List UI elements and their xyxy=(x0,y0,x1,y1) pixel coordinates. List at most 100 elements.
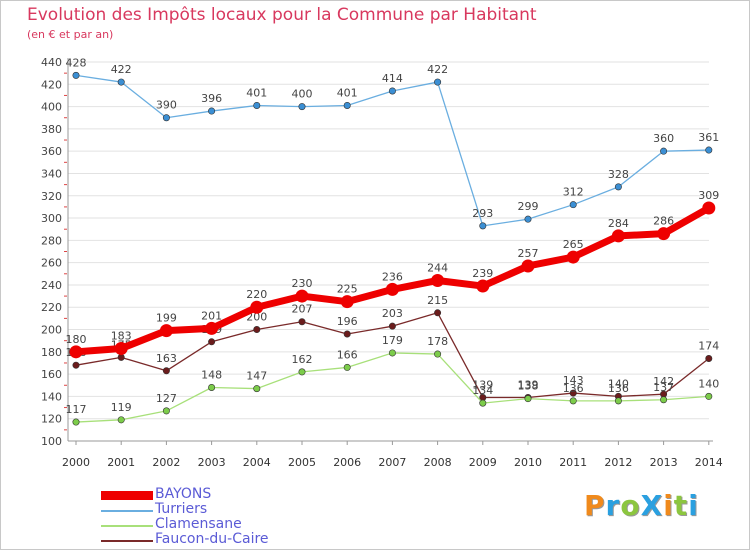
data-label: 239 xyxy=(472,267,493,280)
data-point xyxy=(569,389,577,397)
data-label: 200 xyxy=(246,311,267,324)
data-label: 148 xyxy=(201,368,222,381)
data-label: 428 xyxy=(66,56,87,69)
data-label: 207 xyxy=(292,303,313,316)
data-label: 414 xyxy=(382,72,403,85)
data-label: 136 xyxy=(563,382,584,395)
data-label: 422 xyxy=(427,63,448,76)
x-tick-label: 2008 xyxy=(424,456,452,469)
data-label: 139 xyxy=(518,379,539,392)
logo-letter: t xyxy=(673,489,689,522)
x-tick-label: 2004 xyxy=(243,456,271,469)
data-label: 309 xyxy=(698,189,719,202)
data-point xyxy=(614,183,622,191)
data-label: 400 xyxy=(292,88,313,101)
logo-letter: o xyxy=(620,489,641,522)
data-point xyxy=(611,229,625,243)
x-tick-label: 2009 xyxy=(469,456,497,469)
data-label: 174 xyxy=(698,340,719,353)
data-point xyxy=(162,407,170,415)
data-label: 312 xyxy=(563,186,584,199)
y-tick-label: 280 xyxy=(41,234,62,247)
data-label: 142 xyxy=(653,375,674,388)
y-tick-label: 400 xyxy=(41,101,62,114)
y-tick-label: 100 xyxy=(41,435,62,448)
x-tick-label: 2006 xyxy=(333,456,361,469)
data-label: 396 xyxy=(201,92,222,105)
data-point xyxy=(657,227,671,241)
y-tick-label: 180 xyxy=(41,346,62,359)
data-point xyxy=(253,385,261,393)
data-label: 236 xyxy=(382,270,403,283)
data-point xyxy=(295,289,309,303)
data-label: 230 xyxy=(292,277,313,290)
y-tick-label: 340 xyxy=(41,167,62,180)
data-label: 265 xyxy=(563,238,584,251)
data-label: 390 xyxy=(156,99,177,112)
data-point xyxy=(162,114,170,122)
data-point xyxy=(117,416,125,424)
data-point xyxy=(431,273,445,287)
y-tick-label: 360 xyxy=(41,145,62,158)
data-point xyxy=(117,78,125,86)
data-point xyxy=(388,349,396,357)
logo-letter: i xyxy=(688,489,699,522)
data-point xyxy=(340,295,354,309)
data-point xyxy=(343,330,351,338)
data-label: 244 xyxy=(427,261,448,274)
data-label: 163 xyxy=(156,352,177,365)
logo-letter: X xyxy=(640,489,664,522)
data-label: 180 xyxy=(66,333,87,346)
data-point xyxy=(660,147,668,155)
data-point xyxy=(72,418,80,426)
x-tick-label: 2014 xyxy=(695,456,723,469)
y-tick-label: 420 xyxy=(41,78,62,91)
legend-swatch xyxy=(101,491,153,500)
data-label: 134 xyxy=(472,384,493,397)
data-label: 361 xyxy=(698,131,719,144)
data-label: 220 xyxy=(246,288,267,301)
x-tick-label: 2005 xyxy=(288,456,316,469)
y-tick-label: 200 xyxy=(41,324,62,337)
data-point xyxy=(524,215,532,223)
data-label: 401 xyxy=(337,86,358,99)
data-point xyxy=(343,363,351,371)
data-point xyxy=(298,103,306,111)
chart-subtitle: (en € et par an) xyxy=(27,28,114,41)
data-point xyxy=(476,279,490,293)
data-point xyxy=(114,341,128,355)
logo-letter: P xyxy=(584,489,606,522)
data-point xyxy=(117,353,125,361)
data-label: 257 xyxy=(518,247,539,260)
y-tick-label: 240 xyxy=(41,279,62,292)
logo-letter: r xyxy=(605,489,621,522)
data-point xyxy=(524,395,532,403)
data-point xyxy=(479,222,487,230)
y-tick-label: 300 xyxy=(41,212,62,225)
data-point xyxy=(208,383,216,391)
data-label: 199 xyxy=(156,312,177,325)
y-tick-label: 260 xyxy=(41,257,62,270)
data-label: 215 xyxy=(427,294,448,307)
data-label: 137 xyxy=(653,381,674,394)
data-label: 299 xyxy=(518,200,539,213)
data-label: 328 xyxy=(608,168,629,181)
data-point xyxy=(705,392,713,400)
data-label: 401 xyxy=(246,86,267,99)
legend-label: Clamensane xyxy=(155,516,242,532)
data-point xyxy=(614,397,622,405)
data-label: 360 xyxy=(653,132,674,145)
data-point xyxy=(705,146,713,154)
data-label: 203 xyxy=(382,307,403,320)
data-label: 284 xyxy=(608,217,629,230)
data-point xyxy=(253,326,261,334)
data-label: 119 xyxy=(111,401,132,414)
data-point xyxy=(298,318,306,326)
data-point xyxy=(434,309,442,317)
data-point xyxy=(660,396,668,404)
data-label: 139 xyxy=(472,379,493,392)
data-label: 201 xyxy=(201,309,222,322)
data-point xyxy=(208,107,216,115)
